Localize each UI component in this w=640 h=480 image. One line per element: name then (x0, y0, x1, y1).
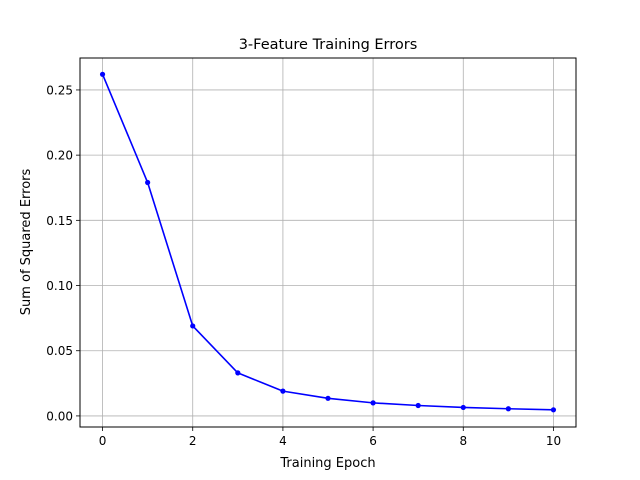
y-tick-label: 0.25 (46, 83, 73, 97)
data-point (235, 370, 241, 376)
data-point (280, 388, 286, 394)
series-layer (99, 71, 557, 413)
x-tick-label: 10 (546, 434, 561, 448)
x-tick-label: 8 (459, 434, 467, 448)
x-tick-label: 2 (189, 434, 197, 448)
x-tick-label: 6 (369, 434, 377, 448)
plot-frame (79, 57, 577, 428)
y-tick-label: 0.10 (46, 279, 73, 293)
y-tick-label: 0.05 (46, 344, 73, 358)
x-axis: 0 2 4 6 8 10 (99, 427, 561, 448)
x-axis-label: Training Epoch (279, 456, 375, 471)
y-axis: 0.00 0.05 0.10 0.15 0.20 0.25 (46, 83, 80, 423)
y-tick-label: 0.00 (46, 409, 73, 423)
grid (80, 58, 576, 427)
data-point (370, 400, 376, 406)
x-tick-label: 4 (279, 434, 287, 448)
data-point (99, 71, 106, 77)
data-point (415, 402, 421, 409)
chart-title: 3-Feature Training Errors (239, 37, 418, 53)
data-point (460, 404, 466, 411)
data-point (190, 323, 196, 329)
y-axis-label: Sum of Squared Errors (19, 168, 34, 315)
data-point (550, 407, 557, 413)
data-point (505, 406, 511, 412)
x-tick-label: 0 (99, 434, 107, 448)
y-tick-label: 0.20 (46, 149, 73, 163)
data-point (145, 179, 151, 186)
data-point (325, 395, 331, 401)
y-tick-label: 0.15 (46, 214, 73, 228)
